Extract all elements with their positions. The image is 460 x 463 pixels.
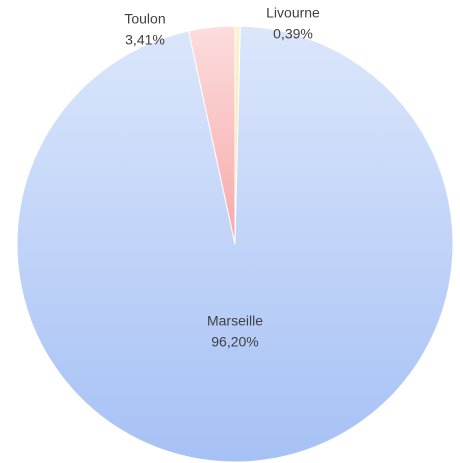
category-label: Toulon	[124, 11, 165, 27]
category-label: Livourne	[266, 5, 320, 21]
category-label: Marseille	[207, 313, 263, 329]
value-label: 96,20%	[211, 334, 258, 350]
pie-slice	[188, 25, 236, 245]
value-label: 3,41%	[125, 32, 165, 48]
value-label: 0,39%	[273, 26, 313, 42]
